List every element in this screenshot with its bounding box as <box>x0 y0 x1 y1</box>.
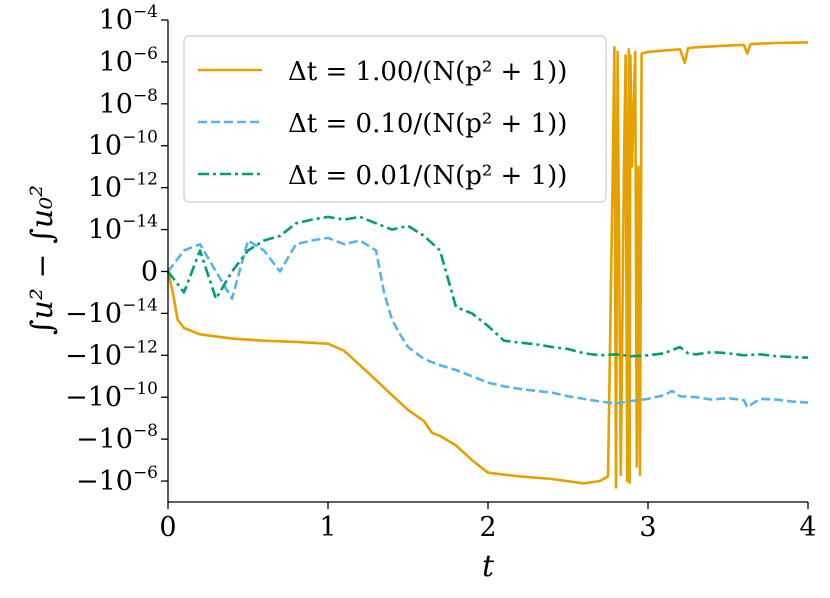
legend-label-series-3: Δt = 0.01/(N(p² + 1)) <box>288 161 567 191</box>
y-tick-label: −10−12 <box>65 337 158 371</box>
x-tick-label: 3 <box>639 512 656 543</box>
legend-box <box>183 35 607 203</box>
x-tick-label: 0 <box>159 512 176 543</box>
y-tick-label: −10−10 <box>65 379 158 413</box>
x-tick-label: 4 <box>799 512 816 543</box>
series-line-1 <box>166 41 809 489</box>
x-tick-label: 1 <box>319 512 336 543</box>
series-line-2 <box>166 236 809 409</box>
series-line-3 <box>166 215 809 359</box>
y-tick-label: 10−4 <box>99 2 158 36</box>
y-tick-label: −10−14 <box>65 295 158 329</box>
legend: Δt = 1.00/(N(p² + 1)) Δt = 0.10/(N(p² + … <box>183 35 607 203</box>
x-tick-label: 2 <box>479 512 496 543</box>
y-tick-label: 10−10 <box>88 128 158 162</box>
y-tick-label: −10−6 <box>76 463 158 497</box>
y-tick-label: 10−14 <box>88 212 158 246</box>
y-tick-label: 10−12 <box>88 170 158 204</box>
x-axis-label: t <box>482 549 495 584</box>
y-tick-label: 0 <box>141 256 158 287</box>
y-axis-label: ∫u² − ∫u₀² <box>25 185 60 335</box>
y-tick-label: 10−6 <box>99 44 158 78</box>
y-tick-label: −10−8 <box>76 421 158 455</box>
legend-label-series-2: Δt = 0.10/(N(p² + 1)) <box>288 109 567 139</box>
y-tick-label: 10−8 <box>99 86 158 120</box>
legend-label-series-1: Δt = 1.00/(N(p² + 1)) <box>288 57 567 87</box>
